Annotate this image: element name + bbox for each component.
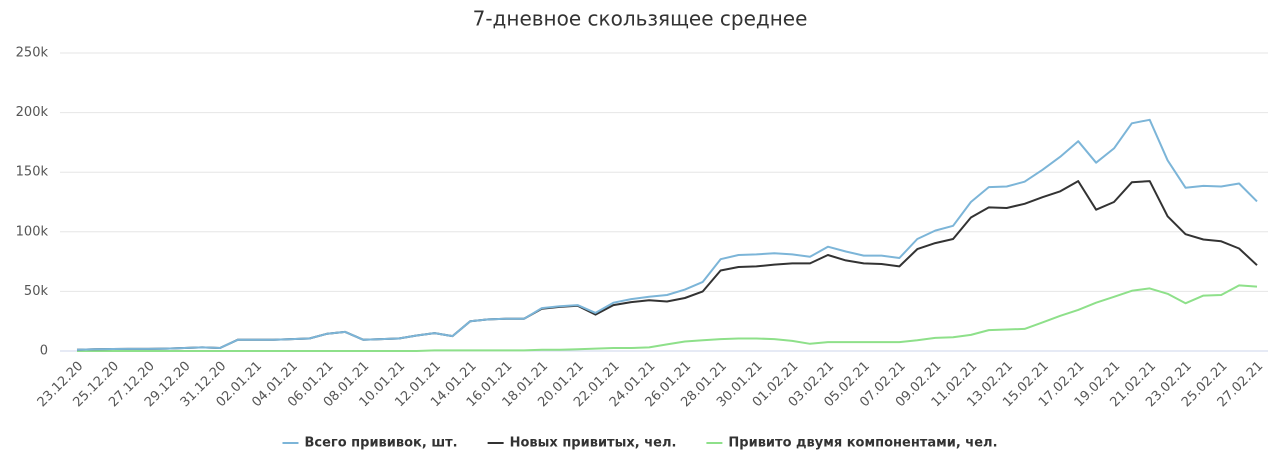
legend-item: Привито двумя компонентами, чел.: [706, 436, 998, 451]
legend-label: Новых привитых, чел.: [510, 436, 677, 451]
y-tick-label: 50k: [24, 284, 49, 299]
y-tick-label: 200k: [16, 105, 49, 120]
legend-label: Всего прививок, шт.: [304, 436, 457, 451]
y-tick-label: 150k: [16, 165, 49, 180]
legend-label: Привито двумя компонентами, чел.: [728, 436, 997, 451]
legend-item: Новых привитых, чел.: [487, 436, 677, 451]
series-line: [76, 180, 1258, 351]
legend: Всего прививок, шт. Новых привитых, чел. П…: [282, 436, 998, 451]
y-tick-label: 0: [40, 344, 48, 359]
chart-title: 7-дневное скользящее среднее: [473, 7, 808, 31]
series-line: [76, 118, 1258, 351]
legend-item: Всего прививок, шт.: [282, 436, 458, 451]
y-tick-label: 100k: [16, 224, 49, 239]
series-line: [77, 284, 1258, 352]
y-tick-label: 250k: [16, 46, 49, 61]
